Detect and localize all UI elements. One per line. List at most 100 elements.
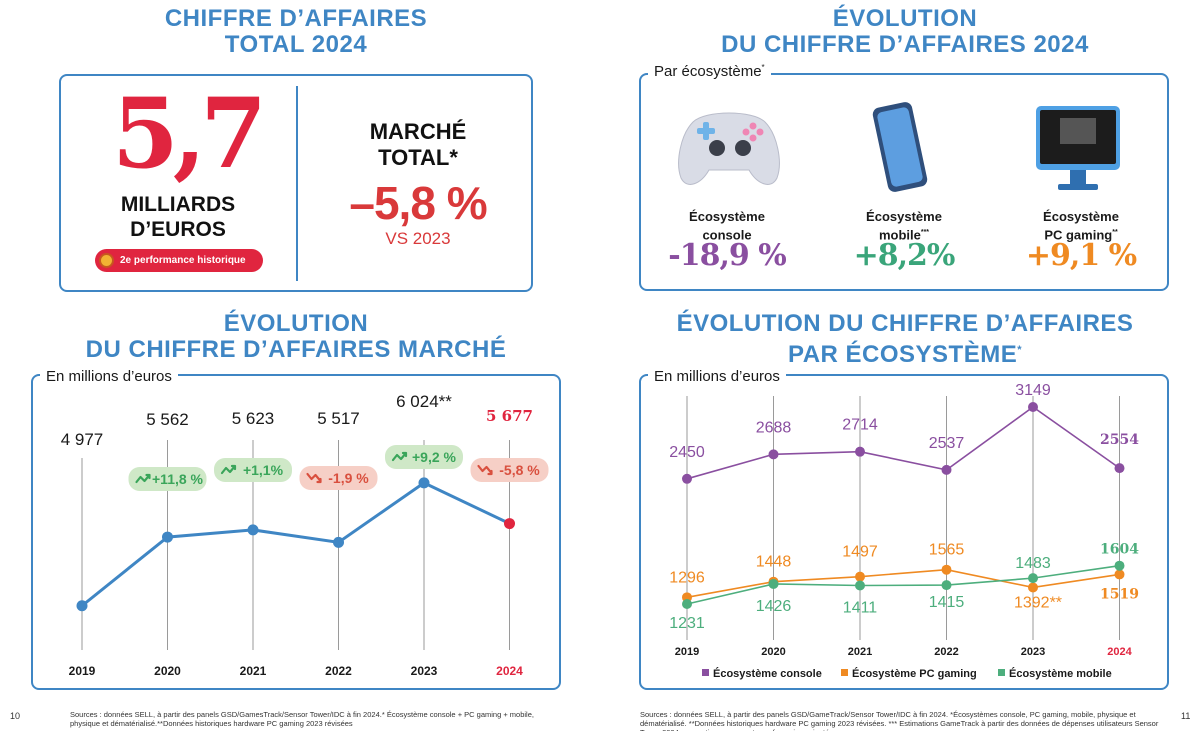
series-point-2-2019 bbox=[682, 599, 692, 609]
trend-up-icon bbox=[391, 451, 408, 462]
legend-label-2: Écosystème mobile bbox=[1009, 667, 1112, 680]
ecosystem-box-label: Par écosystème* bbox=[648, 63, 771, 80]
series-label-1-2021: 1497 bbox=[842, 544, 878, 561]
series-label-1-2024: 1519 bbox=[1100, 586, 1139, 602]
change-pill-2020: +11,8 % bbox=[128, 467, 207, 491]
x-tick-2023: 2023 bbox=[411, 664, 438, 678]
series-label-2-2023: 1483 bbox=[1015, 555, 1051, 572]
gamepad-stick-right bbox=[735, 140, 751, 156]
series-point-0-2020 bbox=[768, 449, 779, 460]
total-value: 5,7 bbox=[112, 77, 267, 190]
eco-chart-title-line1: ÉVOLUTION DU CHIFFRE D’AFFAIRES bbox=[676, 310, 1134, 337]
series-point-1-2024 bbox=[1114, 569, 1125, 580]
series-label-0-2020: 2688 bbox=[756, 419, 792, 436]
eco-pc-label-line1: Écosystème bbox=[1043, 209, 1119, 224]
series-label-1-2019: 1296 bbox=[669, 569, 705, 586]
phone-icon bbox=[872, 102, 928, 192]
series-label-0-2023: 3149 bbox=[1015, 382, 1051, 399]
eco-console-label: Écosystème console bbox=[657, 209, 797, 243]
series-label-2-2024: 1604 bbox=[1100, 542, 1139, 558]
change-pill-bg bbox=[214, 458, 292, 482]
change-pill-2022: -1,9 % bbox=[299, 466, 378, 490]
series-label-0-2019: 2450 bbox=[669, 444, 705, 461]
monitor-icon bbox=[1036, 106, 1120, 190]
series-line-0 bbox=[686, 406, 1120, 480]
monitor-neck bbox=[1070, 170, 1086, 184]
market-chart: 2019 2020 2021 2022 2023 2024 4 977 5 562 5 623 5… bbox=[61, 392, 549, 678]
gamepad-button-x bbox=[742, 128, 750, 136]
series-label-0-2024: 2554 bbox=[1100, 432, 1139, 448]
series-label-1-2022: 1565 bbox=[929, 542, 965, 559]
series-label-0-2022: 2537 bbox=[929, 435, 965, 452]
series-label-2-2021: 1411 bbox=[843, 600, 878, 617]
change-pill-text: +1,1% bbox=[243, 462, 284, 478]
trend-down-icon bbox=[306, 472, 322, 484]
market-label-line1: MARCHÉ bbox=[369, 119, 467, 144]
ecosystem-title: ÉVOLUTION DU CHIFFRE D’AFFAIRES 2024 bbox=[640, 6, 1170, 58]
eco-chart-title-line2: PAR ÉCOSYSTÈME* bbox=[600, 337, 1200, 368]
eco-mobile-label-mark: *** bbox=[920, 229, 930, 236]
market-chart-unit: En millions d’euros bbox=[40, 368, 178, 385]
market-value-label-2023: 6 024** bbox=[396, 392, 452, 411]
total-unit: MILLIARDS D’EUROS bbox=[90, 192, 266, 242]
x-tick-2024: 2024 bbox=[1107, 646, 1132, 658]
eco-pc-label-mark: ** bbox=[1112, 229, 1118, 236]
series-point-1-2021 bbox=[855, 571, 865, 582]
eco-chart-title: ÉVOLUTION DU CHIFFRE D’AFFAIRES PAR ÉCOS… bbox=[600, 311, 1200, 368]
eco-chart-title-mark: * bbox=[1017, 344, 1023, 356]
market-value-label-2021: 5 623 bbox=[232, 409, 275, 428]
market-label: MARCHÉ TOTAL* bbox=[320, 119, 516, 171]
performance-badge-text: 2e performance historique bbox=[120, 255, 246, 266]
x-tick-2021: 2021 bbox=[240, 664, 267, 678]
market-change: –5,8 % bbox=[349, 177, 487, 229]
x-tick-2020: 2020 bbox=[761, 646, 785, 658]
footnote-right: Sources : données SELL, à partir des pan… bbox=[640, 710, 1159, 731]
eco-console-label-line2: console bbox=[657, 225, 797, 243]
market-label-line2: TOTAL* bbox=[378, 145, 458, 170]
market-chart-title: ÉVOLUTION DU CHIFFRE D’AFFAIRES MARCHÉ bbox=[30, 311, 562, 363]
eco-pc-label: Écosystème PC gaming** bbox=[1011, 209, 1151, 243]
x-tick-2019: 2019 bbox=[675, 646, 699, 658]
change-pill-2021: +1,1% bbox=[214, 458, 292, 482]
series-point-0-2022 bbox=[941, 464, 952, 475]
eco-pc-pct: +9,1 % bbox=[1025, 238, 1137, 273]
change-pill-text: -5,8 % bbox=[499, 462, 540, 478]
series-line-1 bbox=[686, 568, 1120, 599]
series-line-2 bbox=[686, 564, 1120, 605]
series-label-2-2020: 1426 bbox=[756, 598, 792, 615]
legend-swatch-2 bbox=[998, 669, 1005, 676]
x-tick-2020: 2020 bbox=[154, 664, 181, 678]
eco-mobile-label: Écosystème mobile*** bbox=[834, 209, 974, 243]
series-label-2-2019: 1231 bbox=[669, 615, 705, 632]
series-point-0-2023 bbox=[1028, 402, 1038, 412]
legend-swatch-1 bbox=[841, 669, 848, 676]
ecosystem-box-label-text: Par écosystème bbox=[654, 63, 762, 80]
market-point-2024 bbox=[504, 518, 515, 530]
market-chart-title-line1: ÉVOLUTION bbox=[223, 310, 369, 337]
market-chart-box bbox=[31, 374, 561, 690]
eco-pc-label-line2: PC gaming** bbox=[1011, 225, 1151, 243]
ecosystem-box-label-mark: * bbox=[761, 63, 765, 72]
series-point-2-2020 bbox=[768, 578, 779, 589]
series-point-0-2021 bbox=[855, 446, 865, 457]
series-point-1-2023 bbox=[1028, 582, 1038, 593]
legend-label-0: Écosystème console bbox=[713, 667, 822, 680]
change-pill-bg bbox=[299, 466, 378, 490]
gamepad-button-b bbox=[756, 128, 764, 136]
series-point-0-2019 bbox=[682, 473, 692, 484]
gamepad-icon bbox=[678, 112, 780, 185]
x-tick-2023: 2023 bbox=[1021, 646, 1045, 658]
change-pill-2024: -5,8 % bbox=[470, 458, 549, 482]
gamepad-button-a bbox=[749, 122, 757, 130]
market-point-2021 bbox=[247, 524, 259, 536]
market-point-2022 bbox=[333, 536, 344, 548]
gamepad-stick-left bbox=[709, 140, 725, 156]
trend-down-icon bbox=[477, 464, 493, 476]
market-value-label-2024: 5 677 bbox=[486, 407, 533, 425]
eco-mobile-pct: +8,2% bbox=[853, 238, 956, 273]
series-label-2-2022: 1415 bbox=[929, 594, 965, 611]
ecosystem-title-line2: DU CHIFFRE D’AFFAIRES 2024 bbox=[721, 31, 1089, 58]
eco-console-pct: -18,9 % bbox=[668, 238, 786, 273]
series-point-2-2021 bbox=[855, 580, 865, 591]
gamepad-dpad-vertical bbox=[703, 122, 709, 140]
